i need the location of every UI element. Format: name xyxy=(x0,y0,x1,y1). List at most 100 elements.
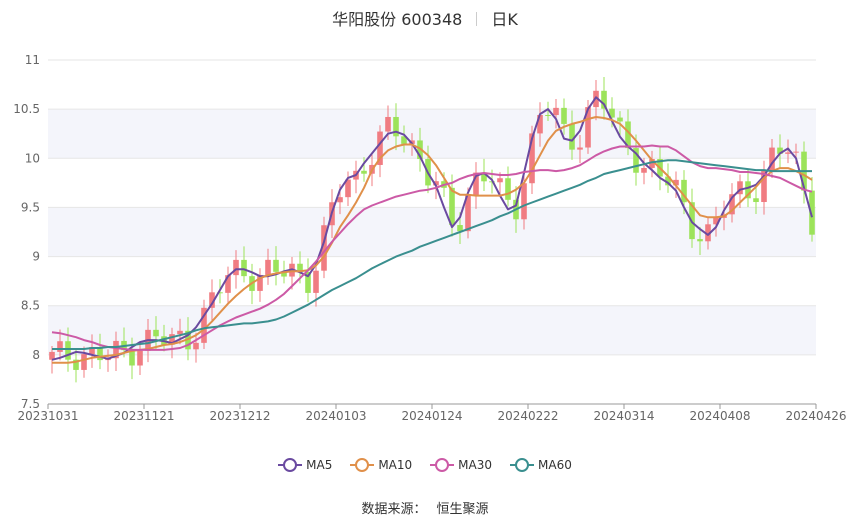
candle-body xyxy=(585,107,591,148)
candle-body xyxy=(305,271,311,293)
candle-body xyxy=(465,195,471,232)
candle-body xyxy=(297,263,303,272)
legend-label: MA60 xyxy=(538,458,572,472)
candle-body xyxy=(49,351,55,360)
x-tick-label: 20231121 xyxy=(113,409,174,423)
candle-body xyxy=(785,152,791,154)
candle-body xyxy=(89,347,95,355)
legend-item-ma10[interactable]: MA10 xyxy=(350,458,412,472)
candle-body xyxy=(809,190,815,235)
candle-body xyxy=(497,178,503,183)
candle-body xyxy=(569,123,575,150)
candle-body xyxy=(737,181,743,195)
candle-body xyxy=(73,359,79,370)
candle-body xyxy=(529,133,535,184)
candle-body xyxy=(81,354,87,370)
candle-body xyxy=(697,239,703,242)
candle-body xyxy=(273,259,279,272)
ma-line-ma60 xyxy=(52,159,812,350)
ma-line-ma10 xyxy=(52,116,813,364)
candle-body xyxy=(713,217,719,225)
legend-item-ma30[interactable]: MA30 xyxy=(430,458,492,472)
x-tick-label: 20231031 xyxy=(17,409,78,423)
candle-body xyxy=(313,270,319,293)
candle-body xyxy=(537,114,543,134)
candle-body xyxy=(129,350,135,366)
candle-body xyxy=(553,107,559,116)
x-tick-label: 20231212 xyxy=(209,409,270,423)
candle-body xyxy=(625,121,631,149)
candle-body xyxy=(761,170,767,203)
candle-body xyxy=(601,90,607,109)
candle-body xyxy=(481,172,487,182)
title-separator xyxy=(476,12,478,26)
candle-body xyxy=(233,259,239,276)
candle-body xyxy=(265,259,271,275)
candle-body xyxy=(681,179,687,203)
y-tick-label: 9.5 xyxy=(21,200,40,214)
ma-line-ma5 xyxy=(51,96,813,361)
candle-body xyxy=(361,170,367,174)
legend: MA5 MA10 MA30 MA60 xyxy=(0,458,850,472)
y-tick-label: 10 xyxy=(25,151,40,165)
candle-body xyxy=(633,148,639,173)
x-tick-label: 20240314 xyxy=(593,409,654,423)
legend-item-ma60[interactable]: MA60 xyxy=(510,458,572,472)
candle-body xyxy=(225,275,231,293)
candle-body xyxy=(433,181,439,186)
source-label: 数据来源： xyxy=(361,502,427,517)
stock-name: 华阳股份 600348 xyxy=(332,10,463,29)
candle-body xyxy=(561,107,567,124)
candle-body xyxy=(745,181,751,199)
candle-body xyxy=(449,187,455,226)
candle-body xyxy=(705,224,711,242)
data-source: 数据来源： 恒生聚源 xyxy=(0,498,850,517)
period-label: 日K xyxy=(491,10,518,29)
candle-body xyxy=(321,225,327,271)
candle-body xyxy=(377,131,383,165)
candle-body xyxy=(241,259,247,277)
y-tick-label: 8 xyxy=(32,348,40,362)
y-tick-label: 8.5 xyxy=(21,299,40,313)
candle-body xyxy=(177,330,183,335)
candle-body xyxy=(505,178,511,200)
candle-body xyxy=(673,179,679,186)
candle-body xyxy=(137,350,143,366)
candle-body xyxy=(113,340,119,359)
legend-item-ma5[interactable]: MA5 xyxy=(278,458,332,472)
legend-label: MA10 xyxy=(378,458,413,472)
legend-swatch-icon xyxy=(510,458,535,472)
candle-body xyxy=(201,307,207,343)
candle-body xyxy=(257,274,263,291)
candle-body xyxy=(729,194,735,215)
chart-title: 华阳股份 600348 日K xyxy=(0,6,850,30)
x-tick-label: 20240408 xyxy=(689,409,750,423)
candle-body xyxy=(577,147,583,150)
candle-body xyxy=(217,292,223,294)
candle-body xyxy=(337,197,343,203)
legend-label: MA5 xyxy=(306,458,333,472)
candle-body xyxy=(793,151,799,153)
grid-band xyxy=(48,109,816,159)
legend-swatch-icon xyxy=(350,458,375,472)
candle-body xyxy=(169,334,175,345)
y-tick-label: 7.5 xyxy=(21,397,40,411)
candle-body xyxy=(65,341,71,360)
candle-body xyxy=(769,147,775,171)
y-tick-label: 11 xyxy=(25,53,40,67)
candle-body xyxy=(473,172,479,196)
source-value: 恒生聚源 xyxy=(436,502,489,517)
candle-body xyxy=(777,147,783,154)
candle-body xyxy=(649,159,655,168)
candle-body xyxy=(641,167,647,173)
x-tick-label: 20240124 xyxy=(401,409,462,423)
candle-body xyxy=(545,114,551,116)
ma-line-ma30 xyxy=(51,144,813,351)
candle-body xyxy=(665,176,671,186)
candle-body xyxy=(609,108,615,118)
x-tick-label: 20240426 xyxy=(785,409,846,423)
legend-swatch-icon xyxy=(278,458,303,472)
candle-body xyxy=(617,117,623,122)
candle-body xyxy=(57,341,63,352)
